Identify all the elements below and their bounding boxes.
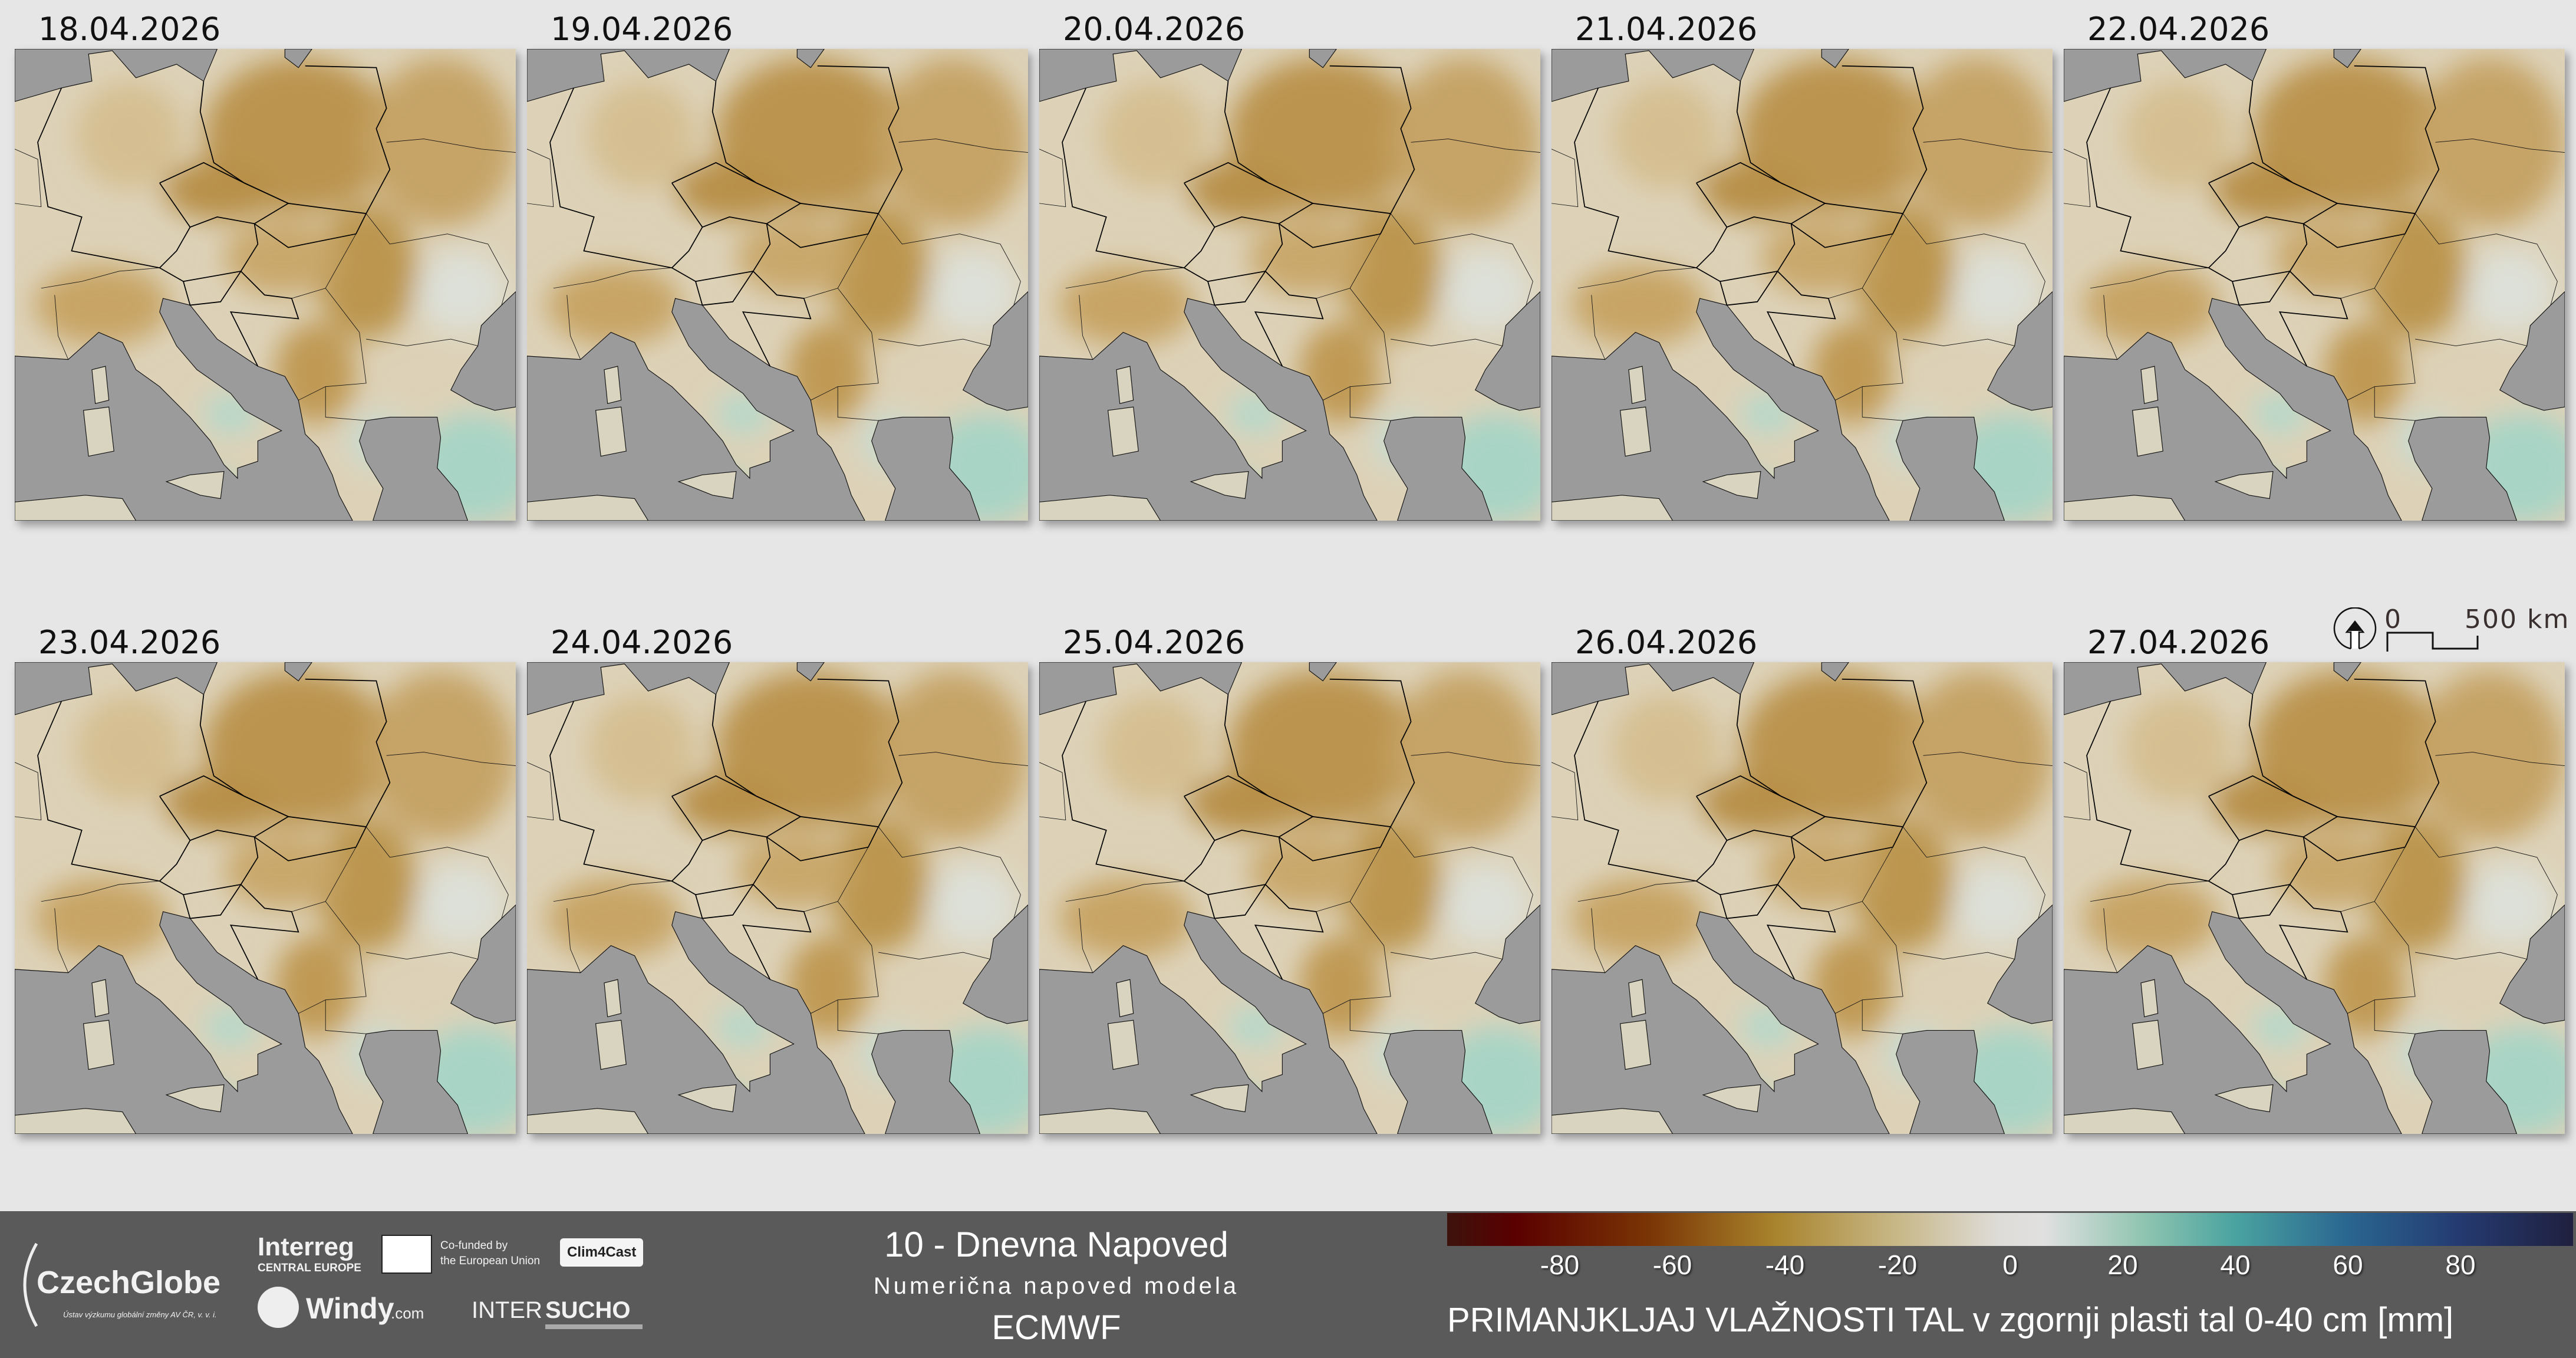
panel-date-label: 19.04.2026 xyxy=(551,11,733,48)
soil-moisture-map xyxy=(2064,662,2565,1134)
map-panel xyxy=(1039,662,1540,1134)
colorbar-tick-label: 80 xyxy=(2445,1250,2476,1280)
czechglobe-logo: CzechGlobe Ústav výzkumu globální změny … xyxy=(13,1241,237,1329)
soil-moisture-map xyxy=(1039,49,1540,521)
north-arrow-icon xyxy=(2333,607,2377,650)
soil-moisture-map xyxy=(527,49,1028,521)
map-panel xyxy=(15,662,516,1134)
map-panel xyxy=(527,662,1028,1134)
map-panel xyxy=(1039,49,1540,521)
soil-moisture-map xyxy=(1551,49,2053,521)
windy-icon xyxy=(258,1287,299,1328)
interreg-sub: CENTRAL EUROPE xyxy=(258,1262,361,1274)
soil-moisture-map xyxy=(527,662,1028,1134)
soil-moisture-map xyxy=(1551,662,2053,1134)
colorbar-tick-label: -20 xyxy=(1877,1250,1918,1280)
soil-moisture-map xyxy=(2064,49,2565,521)
soil-moisture-map xyxy=(15,662,516,1134)
map-panel xyxy=(2064,662,2565,1134)
soil-moisture-map xyxy=(15,49,516,521)
map-panel xyxy=(2064,49,2565,521)
panel-date-label: 26.04.2026 xyxy=(1575,624,1758,661)
colorbar-tick-label: 40 xyxy=(2220,1250,2251,1280)
map-panel xyxy=(15,49,516,521)
colorbar-tick-label: -80 xyxy=(1540,1250,1580,1280)
map-panel xyxy=(1551,662,2053,1134)
eu-flag-icon xyxy=(381,1235,432,1274)
legend-title: PRIMANJKLJAJ VLAŽNOSTI TAL v zgornji pla… xyxy=(1447,1301,2454,1339)
panel-date-label: 27.04.2026 xyxy=(2087,624,2270,661)
forecast-subtitle: Numerična napoved modela xyxy=(873,1273,1240,1299)
colorbar-tick-label: 0 xyxy=(2002,1250,2018,1280)
forecast-title: 10 - Dnevna Napoved xyxy=(884,1225,1228,1264)
forecast-model: ECMWF xyxy=(991,1308,1121,1347)
eu-cofunded-line2: the European Union xyxy=(440,1255,541,1267)
clim4cast-logo: Clim4Cast xyxy=(560,1238,644,1267)
colorbar-tick-label: -40 xyxy=(1765,1250,1805,1280)
eu-cofunded-line1: Co-funded by xyxy=(440,1239,508,1252)
panel-date-label: 25.04.2026 xyxy=(1063,624,1246,661)
colorbar-tick-label: 60 xyxy=(2333,1250,2363,1280)
panel-date-label: 24.04.2026 xyxy=(551,624,733,661)
scale-end-label: 500 km xyxy=(2465,604,2570,634)
soil-moisture-map xyxy=(1039,662,1540,1134)
map-panel xyxy=(527,49,1028,521)
panel-date-label: 20.04.2026 xyxy=(1063,11,1246,48)
scale-bar-line xyxy=(2386,632,2479,652)
panel-date-label: 22.04.2026 xyxy=(2087,11,2270,48)
panel-date-label: 21.04.2026 xyxy=(1575,11,1758,48)
scale-bar: 0 500 km xyxy=(2325,604,2573,657)
colorbar xyxy=(1447,1213,2573,1246)
panel-date-label: 23.04.2026 xyxy=(38,624,221,661)
scale-start-label: 0 xyxy=(2384,604,2401,634)
panel-date-label: 18.04.2026 xyxy=(38,11,221,48)
colorbar-tick-label: 20 xyxy=(2107,1250,2138,1280)
footer: CzechGlobe Ústav výzkumu globální změny … xyxy=(0,1211,2576,1358)
interreg-logo: Interreg xyxy=(258,1232,354,1261)
map-panel xyxy=(1551,49,2053,521)
colorbar-tick-label: -60 xyxy=(1652,1250,1692,1280)
